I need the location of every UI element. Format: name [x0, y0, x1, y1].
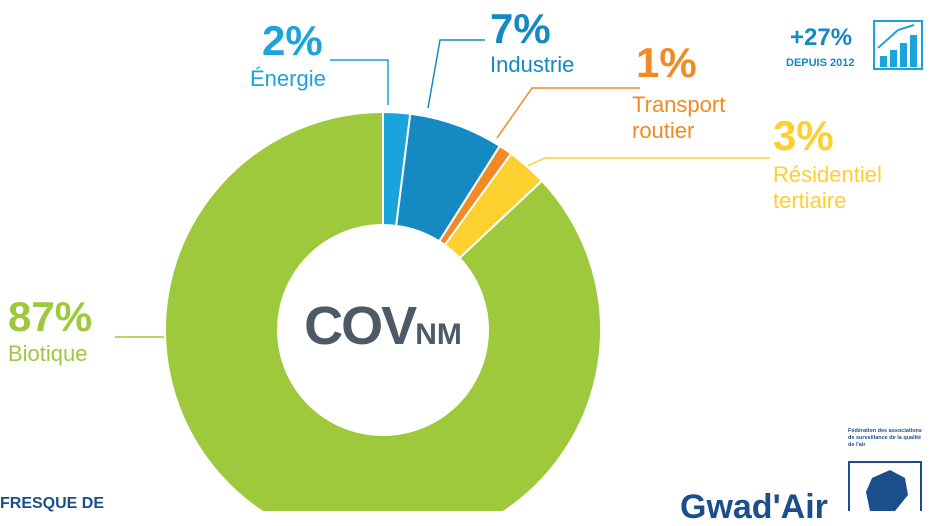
- category-label: Résidentiel tertiaire: [773, 162, 882, 213]
- map-shape: [866, 470, 908, 511]
- value-label: 7%: [490, 5, 551, 52]
- chart: [115, 20, 923, 511]
- category-label: Industrie: [490, 52, 575, 77]
- page: {"chart_data": { "type": "donut", "cente…: [0, 5, 923, 524]
- icon-bar: [890, 50, 897, 67]
- center-sub: NM: [415, 318, 462, 351]
- value-label: 1%: [636, 39, 697, 86]
- category-label: Énergie: [250, 66, 326, 91]
- value-label: 2%: [262, 17, 323, 64]
- value-label: 87%: [8, 293, 93, 340]
- map-frame: [848, 461, 922, 511]
- leader-line: [330, 59, 389, 105]
- badge-value: +27%: [790, 24, 853, 51]
- center-label: COVNM: [283, 295, 483, 357]
- center-main: COV: [304, 296, 417, 356]
- donut: [164, 110, 602, 511]
- category-label: Biotique: [8, 341, 88, 366]
- footer-logo: Gwad'Air: [680, 488, 828, 526]
- value-label: 3%: [773, 112, 834, 159]
- leader-line: [496, 87, 640, 139]
- icon-bar: [900, 43, 907, 67]
- category-label: Transport routier: [632, 92, 726, 143]
- footer-federation: Fédération des associations de surveilla…: [848, 428, 922, 448]
- trend-icon: [873, 20, 923, 70]
- icon-frame: [873, 20, 923, 70]
- badge-caption: DEPUIS 2012: [786, 57, 855, 69]
- leader-lines: [115, 39, 770, 338]
- slice: [164, 110, 602, 511]
- footer-left: FRESQUE DE: [0, 495, 105, 512]
- leader-line: [526, 157, 770, 167]
- icon-bar: [910, 35, 917, 67]
- icon-arrow: [877, 24, 915, 49]
- icon-bar: [880, 56, 887, 67]
- leader-line: [427, 39, 485, 109]
